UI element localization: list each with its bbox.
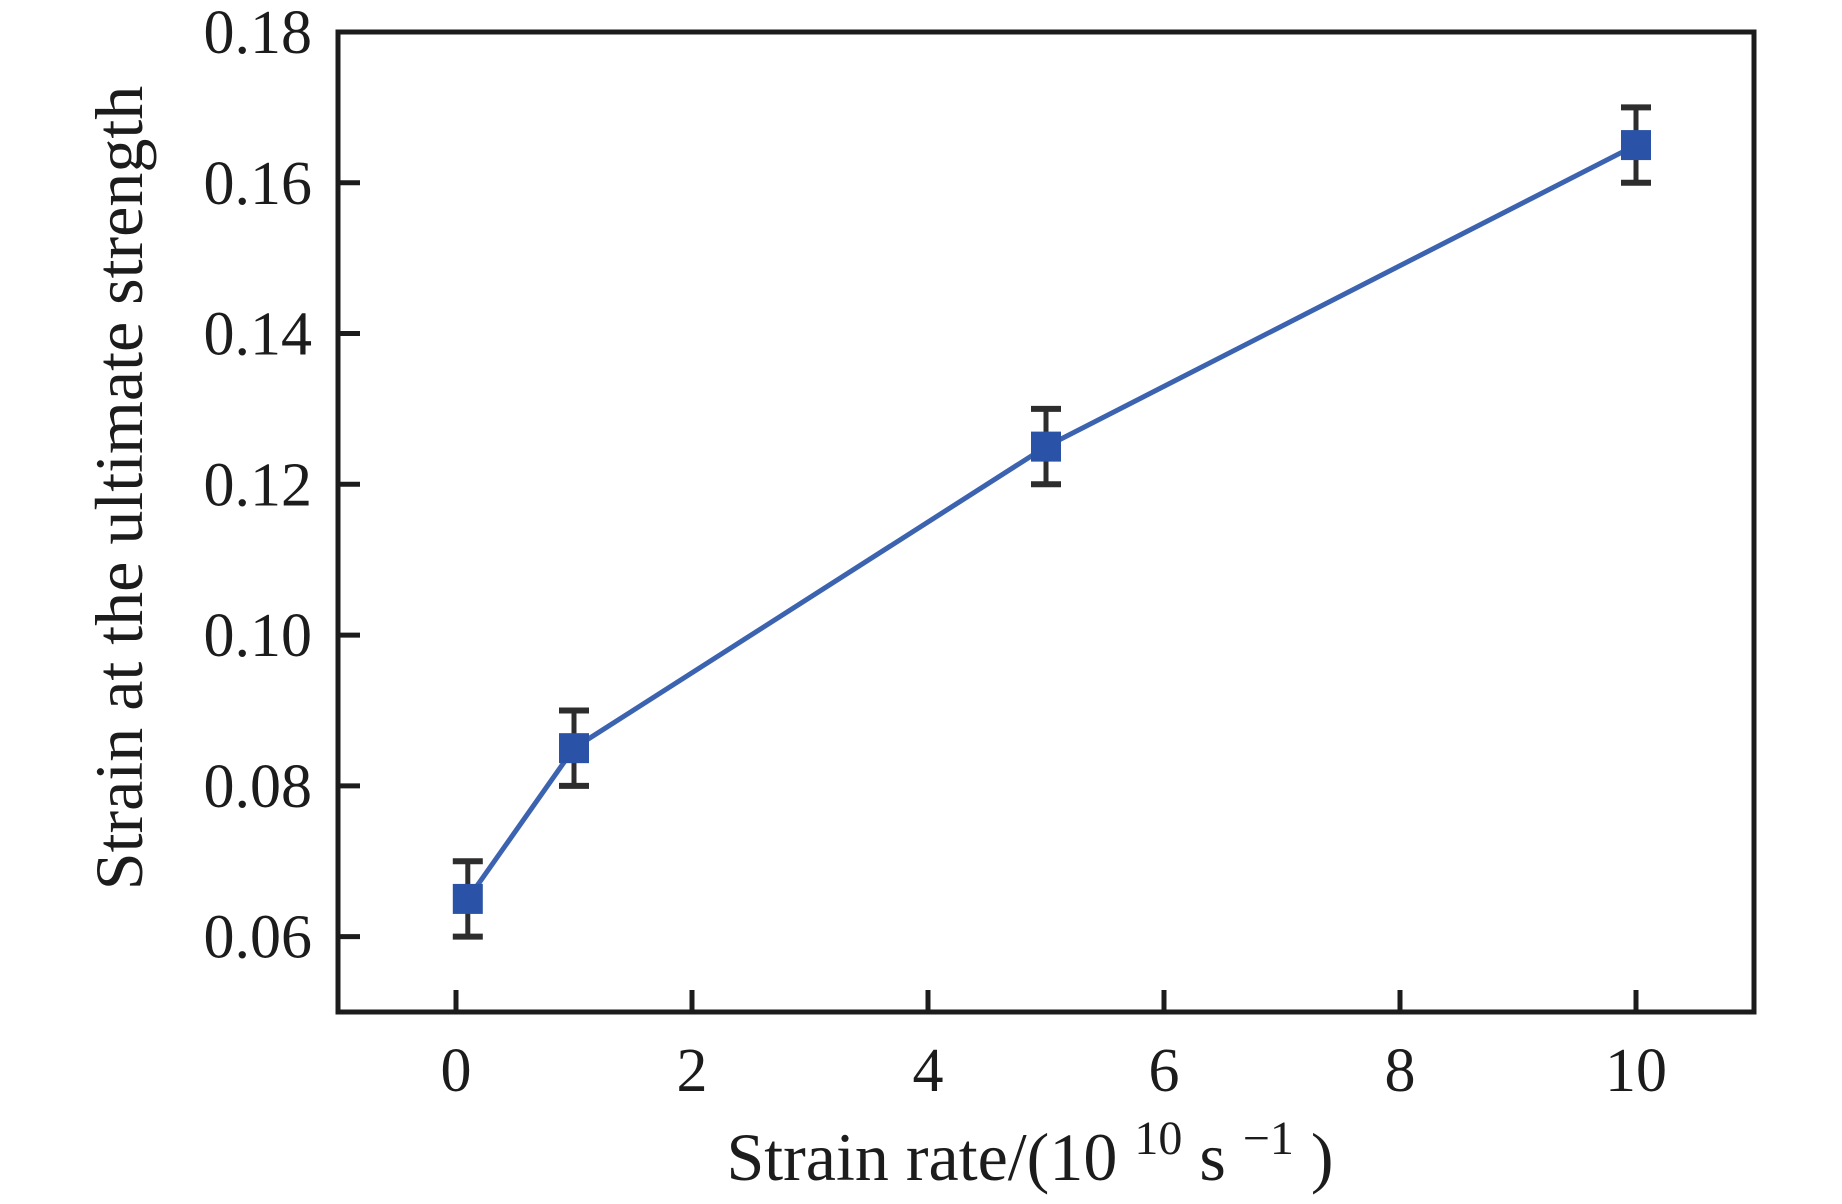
plot-frame <box>335 29 1757 1015</box>
y-axis-label: Strain at the ultimate strength <box>81 86 157 890</box>
tick-labels-layer: 0 2 4 6 8 10 0.06 0.08 0.10 0.12 0.14 0.16 0.18 <box>204 0 1668 1105</box>
y-tick-label: 0.16 <box>204 150 313 218</box>
ticks-layer <box>338 29 1639 1012</box>
y-tick-label: 0.18 <box>204 0 313 67</box>
x-tick-label: 4 <box>913 1037 944 1105</box>
y-tick-label: 0.08 <box>204 753 313 821</box>
y-tick-label: 0.12 <box>204 451 313 519</box>
x-tick-label: 0 <box>441 1037 472 1105</box>
errorbars-layer <box>452 104 1651 940</box>
y-tick-label: 0.06 <box>204 904 313 972</box>
x-axis-label-suffix: ) <box>1311 1119 1334 1195</box>
data-point-marker <box>452 883 483 914</box>
series-markers-layer <box>452 130 1651 914</box>
x-tick-label: 10 <box>1605 1037 1667 1105</box>
x-axis-label-superscript: 10 <box>1134 1112 1182 1165</box>
x-tick-label: 2 <box>677 1037 708 1105</box>
data-point-marker <box>1031 431 1061 462</box>
x-axis-label-mid: s <box>1199 1119 1225 1195</box>
series-line-layer <box>465 142 1638 901</box>
data-point-marker <box>559 733 589 764</box>
series-line <box>465 142 1638 901</box>
x-axis-label: Strain rate/(10 10 s −1 ) <box>726 1093 1333 1195</box>
x-tick-label: 6 <box>1149 1037 1180 1105</box>
y-tick-label: 0.14 <box>204 301 313 369</box>
y-tick-label: 0.10 <box>204 602 313 670</box>
data-point-marker <box>1621 130 1651 161</box>
x-axis-label-prefix: Strain rate/(10 <box>726 1119 1117 1195</box>
x-tick-label: 8 <box>1385 1037 1416 1105</box>
x-axis-label-superscript2: −1 <box>1243 1112 1294 1165</box>
axes-frame-layer <box>335 29 1757 1015</box>
